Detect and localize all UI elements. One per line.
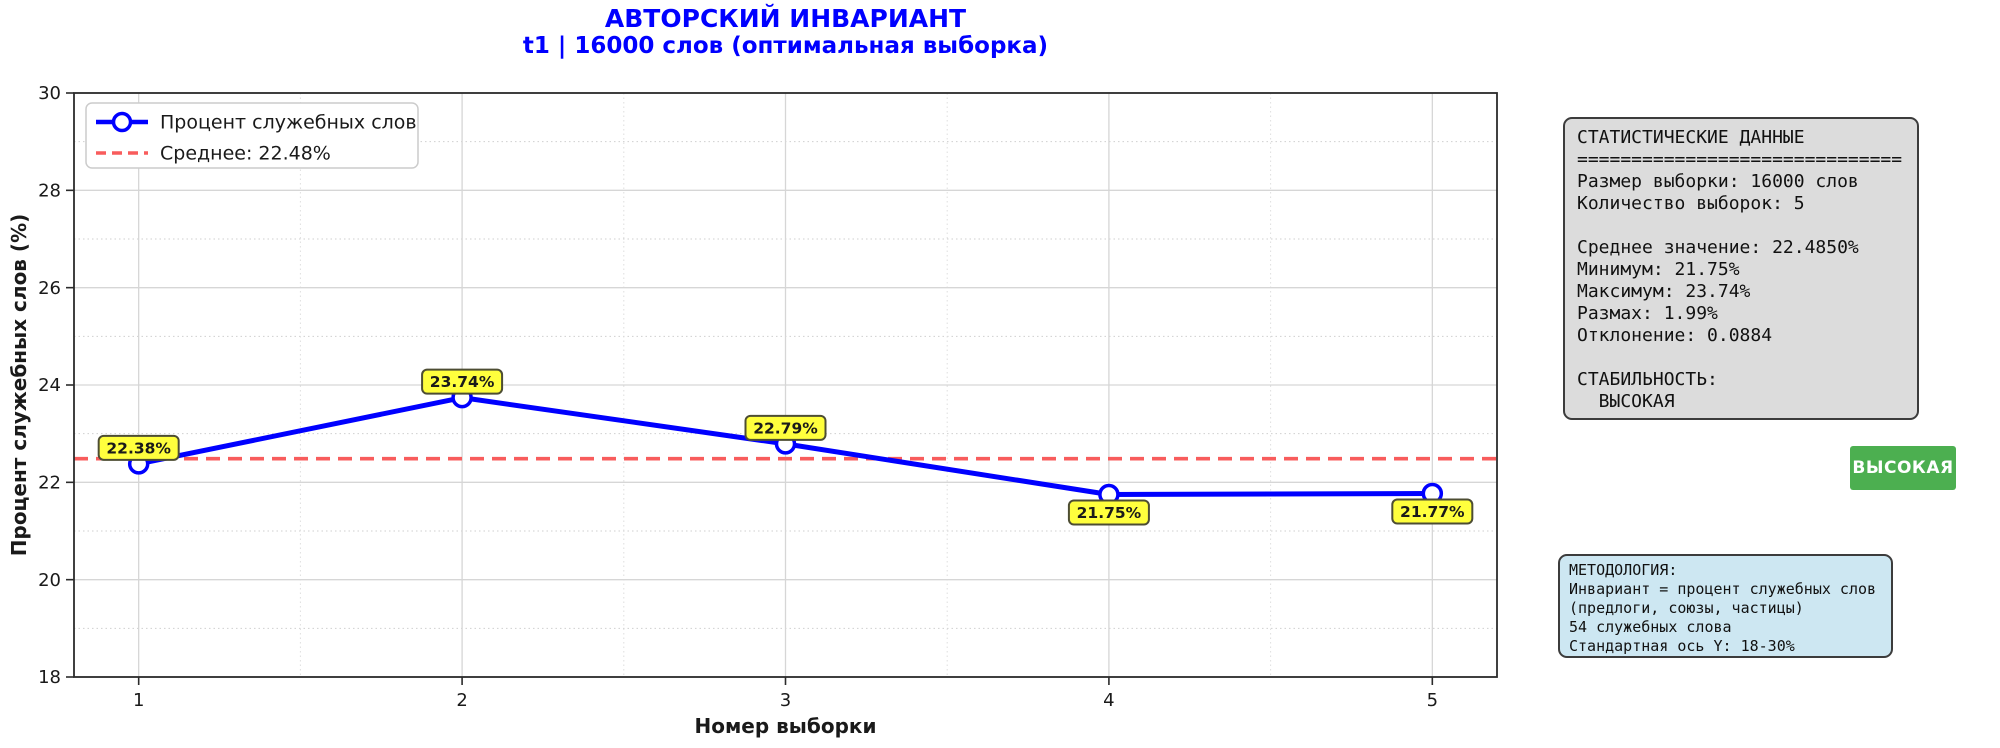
stats-text: СТАТИСТИЧЕСКИЕ ДАННЫЕ ==================… (1577, 127, 1903, 412)
data-point-label-5: 21.77% (1400, 503, 1465, 521)
data-point-label-4: 21.75% (1077, 504, 1142, 522)
x-tick-label: 4 (1103, 690, 1114, 711)
x-axis-label: Номер выборки (694, 714, 876, 738)
data-point-label-box-4 (1067, 499, 1150, 526)
legend-box (85, 102, 419, 169)
y-axis-label: Процент служебных слов (%) (7, 214, 31, 556)
data-point-label-1: 22.38% (106, 439, 171, 457)
y-tick-label: 30 (38, 83, 61, 104)
x-tick-label: 2 (456, 690, 467, 711)
stats-panel: СТАТИСТИЧЕСКИЕ ДАННЫЕ ==================… (1563, 117, 1919, 420)
x-tick-label: 3 (780, 690, 791, 711)
x-tick-label: 5 (1427, 690, 1438, 711)
y-tick-label: 28 (38, 180, 61, 201)
chart-title: АВТОРСКИЙ ИНВАРИАНТ (604, 4, 967, 33)
y-tick-label: 26 (38, 278, 61, 299)
chart-subtitle: t1 | 16000 слов (оптимальная выборка) (522, 33, 1049, 59)
methodology-text: МЕТОДОЛОГИЯ: Инвариант = процент служебн… (1569, 561, 1877, 655)
stability-badge: ВЫСОКАЯ (1850, 446, 1956, 490)
data-point-label-box-3 (744, 414, 827, 441)
methodology-panel: МЕТОДОЛОГИЯ: Инвариант = процент служебн… (1558, 554, 1893, 658)
y-tick-label: 20 (38, 570, 61, 591)
y-tick-label: 24 (38, 375, 61, 396)
x-tick-label: 1 (133, 690, 144, 711)
data-point-label-box-5 (1391, 498, 1474, 525)
y-tick-label: 18 (38, 667, 61, 688)
y-tick-label: 22 (38, 472, 61, 493)
chart-header: АВТОРСКИЙ ИНВАРИАНТ t1 | 16000 слов (опт… (74, 5, 1497, 60)
legend-marker-sample (111, 111, 133, 133)
data-point-label-box-1 (97, 434, 180, 461)
legend-entry-mean: Среднее: 22.48% (160, 142, 331, 164)
data-point-label-3: 22.79% (753, 419, 818, 437)
legend-entry-series: Процент служебных слов (160, 111, 417, 133)
data-point-label-2: 23.74% (430, 373, 495, 391)
data-point-label-box-2 (421, 368, 504, 395)
